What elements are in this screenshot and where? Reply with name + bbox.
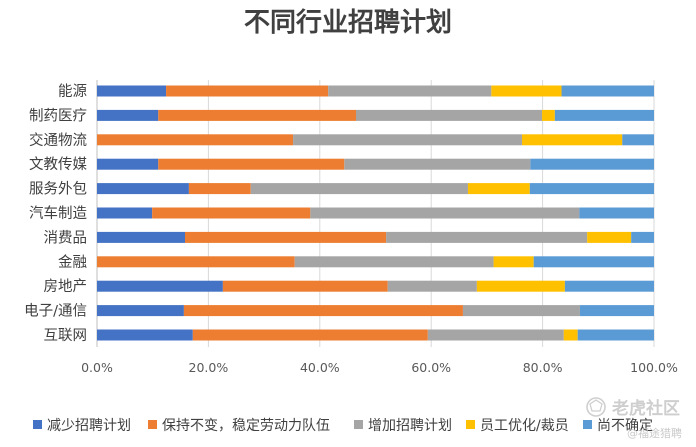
bar-segment-row9-series0	[97, 305, 184, 317]
watermark-handle-text: @福途猎聘	[627, 426, 682, 440]
bar-segment-row1-series3	[542, 109, 555, 121]
legend-label: 保持不变，稳定劳动力队伍	[162, 418, 330, 434]
bar-segment-row10-series3	[563, 329, 578, 341]
bar-segment-row1-series0	[97, 109, 159, 121]
watermark: 老虎社区 @福途猎聘	[586, 397, 682, 440]
bar-segment-row9-series2	[462, 305, 580, 317]
category-label: 房地产	[44, 278, 88, 295]
watermark-logo-icon	[586, 397, 606, 417]
bar-segment-row8-series2	[387, 280, 477, 292]
bar-segment-row4-series2	[250, 183, 468, 195]
bar-segment-row0-series4	[561, 85, 654, 97]
bar-segment-row5-series0	[97, 207, 153, 219]
legend-label: 尚不确定	[597, 418, 653, 434]
bar-segment-row3-series4	[530, 158, 654, 170]
category-label: 电子/通信	[24, 303, 87, 320]
legend-item: 尚不确定	[583, 418, 653, 434]
x-tick-label: 80.0%	[523, 360, 563, 375]
legend-swatch	[583, 420, 592, 429]
bar-segment-row6-series3	[587, 231, 632, 243]
legend-swatch	[33, 420, 42, 429]
bar-segment-row7-series1	[97, 256, 295, 268]
category-label: 消费品	[44, 229, 88, 246]
bar-segment-row0-series1	[166, 85, 329, 97]
bar-segment-row5-series1	[152, 207, 311, 219]
bar-segment-row6-series4	[631, 231, 654, 243]
chart-title: 不同行业招聘计划	[244, 7, 452, 38]
bar-segment-row3-series0	[97, 158, 159, 170]
x-tick-label: 20.0%	[189, 360, 229, 375]
legend-label: 减少招聘计划	[47, 418, 131, 434]
bar-segment-row0-series0	[97, 85, 167, 97]
bar-segment-row10-series1	[192, 329, 428, 341]
bar-segment-row4-series4	[529, 183, 654, 195]
legend-item: 保持不变，稳定劳动力队伍	[148, 418, 330, 434]
bar-segment-row8-series3	[476, 280, 565, 292]
x-tick-labels: 0.0% 20.0% 40.0% 60.0% 80.0% 100.0%	[81, 360, 678, 375]
bar-segment-row2-series4	[622, 134, 654, 146]
bar-segment-row10-series0	[97, 329, 193, 341]
bar-segment-row3-series2	[344, 158, 531, 170]
bar-segment-row5-series4	[579, 207, 654, 219]
bar-segment-row9-series1	[183, 305, 463, 317]
legend-item: 员工优化/裁员	[466, 418, 569, 434]
category-label: 金融	[58, 254, 87, 271]
bar-segment-row1-series2	[356, 109, 543, 121]
bar-segment-row0-series3	[491, 85, 562, 97]
bar-segment-row1-series4	[554, 109, 654, 121]
bar-segment-row9-series4	[579, 305, 654, 317]
legend-swatch	[354, 420, 363, 429]
bar-segment-row7-series3	[493, 256, 534, 268]
bar-segment-row8-series0	[97, 280, 223, 292]
category-label: 文教传媒	[29, 156, 87, 173]
legend-item: 减少招聘计划	[33, 418, 131, 434]
legend-label: 增加招聘计划	[368, 418, 452, 434]
x-tick-label: 100.0%	[630, 360, 678, 375]
bar-segment-row1-series1	[158, 109, 357, 121]
bar-segment-row10-series4	[577, 329, 654, 341]
bar-segment-row2-series3	[521, 134, 623, 146]
bar-segment-row6-series0	[97, 231, 186, 243]
legend: 减少招聘计划 保持不变，稳定劳动力队伍 增加招聘计划 员工优化/裁员 尚不确定	[33, 418, 653, 434]
legend-item: 增加招聘计划	[354, 418, 452, 434]
bar-segment-row4-series1	[188, 183, 251, 195]
x-tick-label: 60.0%	[411, 360, 451, 375]
bar-segment-row6-series2	[386, 231, 588, 243]
bar-segment-row6-series1	[185, 231, 387, 243]
category-label: 服务外包	[29, 181, 87, 198]
legend-label: 员工优化/裁员	[480, 418, 569, 434]
category-label: 汽车制造	[29, 205, 87, 222]
category-label: 互联网	[44, 327, 88, 344]
bar-segments	[97, 85, 654, 341]
bar-segment-row4-series0	[97, 183, 189, 195]
bar-segment-row8-series4	[564, 280, 654, 292]
category-label: 能源	[58, 83, 87, 100]
bar-segment-row0-series2	[328, 85, 492, 97]
bar-segment-row3-series1	[158, 158, 345, 170]
category-label: 交通物流	[29, 131, 87, 149]
bar-segment-row10-series2	[427, 329, 564, 341]
bar-segment-row8-series1	[222, 280, 388, 292]
watermark-brand-text: 老虎社区	[611, 398, 680, 419]
legend-swatch	[466, 420, 475, 429]
legend-swatch	[148, 420, 157, 429]
x-tick-label: 40.0%	[300, 360, 340, 375]
bar-segment-row2-series1	[97, 134, 294, 146]
category-label: 制药医疗	[29, 107, 87, 124]
bar-segment-row5-series2	[310, 207, 580, 219]
bar-segment-row4-series3	[467, 183, 530, 195]
x-tick-label: 0.0%	[81, 360, 113, 375]
bar-segment-row7-series2	[294, 256, 494, 268]
bar-segment-row7-series4	[533, 256, 654, 268]
bar-segment-row2-series2	[293, 134, 522, 146]
